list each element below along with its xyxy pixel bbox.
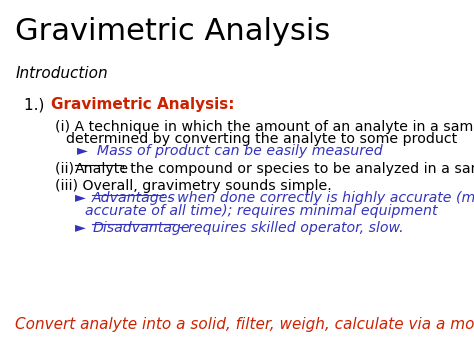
Text: 1.): 1.)	[25, 97, 59, 112]
Text: Gravimetric Analysis:: Gravimetric Analysis:	[51, 97, 234, 112]
Text: (iii) Overall, gravimetry sounds simple.: (iii) Overall, gravimetry sounds simple.	[55, 179, 332, 193]
Text: ►: ►	[75, 191, 95, 206]
Text: Gravimetric Analysis: Gravimetric Analysis	[15, 17, 330, 46]
Text: (ii): (ii)	[55, 162, 79, 176]
Text: (i) A technique in which the amount of an analyte in a sample is: (i) A technique in which the amount of a…	[55, 120, 474, 134]
Text: ►: ►	[75, 221, 95, 235]
Text: Advantages: Advantages	[92, 191, 176, 206]
Text: - requires skilled operator, slow.: - requires skilled operator, slow.	[174, 221, 404, 235]
Text: Convert analyte into a solid, filter, weigh, calculate via a mole map: Convert analyte into a solid, filter, we…	[15, 317, 474, 332]
Text: Disadvantage: Disadvantage	[92, 221, 190, 235]
Text: : the compound or species to be analyzed in a sample: : the compound or species to be analyzed…	[121, 162, 474, 176]
Text: Introduction: Introduction	[15, 66, 108, 81]
Text: accurate of all time); requires minimal equipment: accurate of all time); requires minimal …	[85, 204, 437, 218]
Text: ►  Mass of product can be easily measured: ► Mass of product can be easily measured	[77, 144, 383, 158]
Text: determined by converting the analyte to some product: determined by converting the analyte to …	[66, 132, 457, 146]
Text: - when done correctly is highly accurate (most: - when done correctly is highly accurate…	[163, 191, 474, 206]
Text: Analyte: Analyte	[75, 162, 129, 176]
